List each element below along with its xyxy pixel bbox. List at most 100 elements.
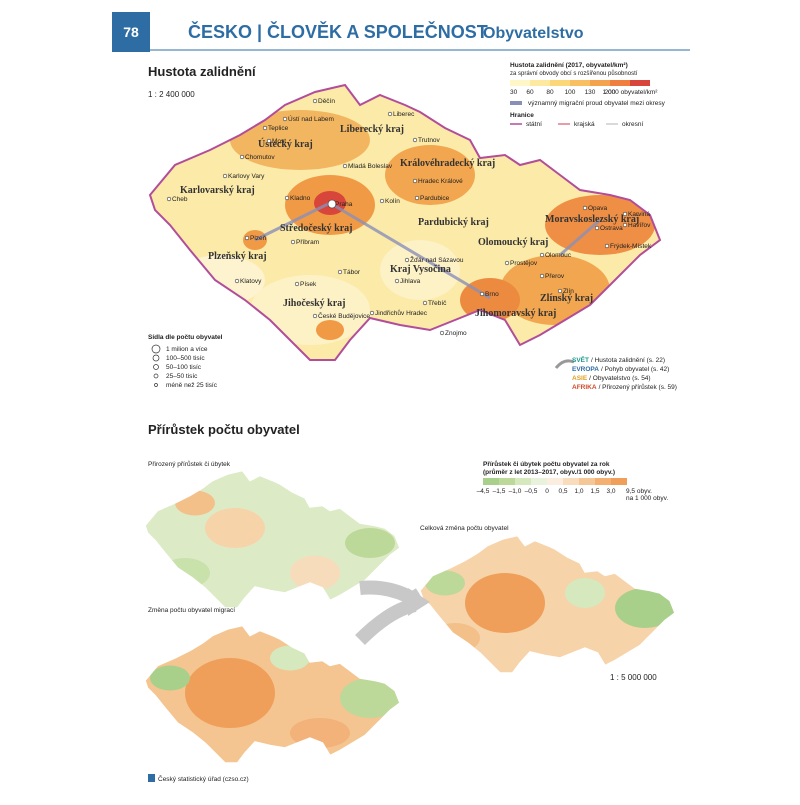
city-label: Žďár nad Sázavou — [410, 255, 464, 264]
city-label: Karlovy Vary — [228, 173, 265, 180]
city-marker — [342, 163, 348, 169]
legend-swatch — [595, 478, 611, 485]
city-label: Cheb — [172, 196, 188, 203]
legend-class: 80 — [546, 89, 554, 96]
city-label: Opava — [588, 205, 608, 212]
region-label: Karlovarský kraj — [180, 185, 255, 196]
city-marker — [327, 199, 337, 209]
cross-references: SVĚT / Hustota zalidnění (s. 22)EVROPA / P… — [554, 355, 677, 391]
legend-swatch — [630, 80, 650, 86]
settlement-label: 25–50 tisíc — [166, 373, 198, 380]
region-label: Liberecký kraj — [340, 124, 404, 135]
page-number-box — [112, 12, 150, 52]
legend-title: Přírůstek či úbytek počtu obyvatel za ro… — [483, 460, 610, 468]
city-marker — [622, 211, 628, 217]
city-marker — [582, 205, 588, 211]
city-label: Plzeň — [250, 235, 267, 242]
region-label: Jihočeský kraj — [283, 298, 346, 309]
cross-ref-label: ASIE — [572, 375, 588, 382]
legend-class: 130 — [585, 89, 596, 96]
chapter-title: ČESKO | ČLOVĚK A SPOLEČNOST — [188, 21, 488, 42]
legend-class: 0 — [545, 488, 549, 495]
city-marker — [312, 98, 318, 104]
city-marker — [539, 252, 545, 258]
legend-swatch — [570, 80, 590, 86]
city-marker — [244, 235, 250, 241]
city-label: Praha — [335, 201, 353, 208]
city-label: Liberec — [393, 111, 415, 118]
legend-swatch — [590, 80, 610, 86]
migration-label: významný migrační proud obyvatel mezi ok… — [528, 100, 666, 107]
city-marker — [312, 313, 318, 319]
city-marker — [387, 111, 393, 117]
legend-class: 0,5 — [558, 488, 567, 495]
map-scale: 1 : 5 000 000 — [610, 673, 657, 682]
city-label: Pardubice — [420, 195, 450, 202]
legend-swatch — [610, 80, 630, 86]
city-label: Hradec Králové — [418, 178, 463, 185]
legend-swatch — [515, 478, 531, 485]
legend-swatch — [579, 478, 595, 485]
city-label: Písek — [300, 281, 317, 288]
city-label: Ostrava — [600, 225, 623, 232]
cross-ref-text: / Pohyb obyvatel (s. 42) — [601, 366, 669, 373]
city-label: Chomutov — [245, 154, 275, 161]
legend-class: 30 — [510, 89, 518, 96]
map-scale: 1 : 2 400 000 — [148, 90, 195, 99]
city-label: Děčín — [318, 98, 335, 105]
region-label: Královéhradecký kraj — [400, 158, 495, 169]
city-label: Tábor — [343, 269, 361, 276]
density-legend: Hustota zalidnění (2017, obyvatel/km²) z… — [510, 62, 666, 128]
region-label: Olomoucký kraj — [478, 237, 548, 248]
legend-class: –0,5 — [525, 488, 538, 495]
city-marker — [369, 310, 375, 316]
city-marker — [294, 281, 300, 287]
legend-subtitle: za správní obvody obcí s rozšířenou půso… — [510, 70, 638, 77]
legend-class: na 1 000 obyv. — [626, 495, 668, 502]
city-label: Jindřichův Hradec — [375, 309, 428, 317]
settlement-title: Sídla dle počtu obyvatel — [148, 334, 223, 341]
city-marker — [290, 239, 296, 245]
region-label: Kraj Vysočina — [390, 264, 451, 275]
region-label: Plzeňský kraj — [208, 251, 267, 262]
region-label: Ústecký kraj — [258, 138, 313, 150]
city-label: Most — [272, 138, 286, 145]
city-marker — [557, 288, 563, 294]
city-marker — [234, 278, 240, 284]
city-label: Olomouc — [545, 252, 572, 259]
settlement-label: 100–500 tisíc — [166, 355, 205, 362]
city-label: Trutnov — [418, 137, 441, 144]
city-marker — [394, 278, 400, 284]
legend-class: 9,5 obyv. — [626, 488, 652, 495]
city-marker — [439, 330, 445, 336]
legend-class: –4,5 — [477, 488, 490, 495]
region-label: Moravskoslezský kraj — [545, 214, 639, 225]
region-label: Zlínský kraj — [540, 293, 593, 304]
city-label: České Budějovice — [318, 311, 370, 320]
city-marker — [262, 125, 268, 131]
city-marker — [412, 178, 418, 184]
legend-swatch — [510, 80, 530, 86]
settlement-legend: Sídla dle počtu obyvatel 1 milion a více… — [148, 334, 223, 389]
city-marker — [539, 273, 545, 279]
city-label: Kolín — [385, 198, 400, 205]
legend-swatch — [563, 478, 579, 485]
legend-title: Hustota zalidnění (2017, obyvatel/km²) — [510, 62, 628, 69]
city-marker — [412, 137, 418, 143]
cross-reference: ASIE / Obyvatelstvo (s. 54) — [572, 375, 651, 382]
city-label: Ústí nad Labem — [288, 114, 334, 123]
cross-reference: SVĚT / Hustota zalidnění (s. 22) — [572, 355, 665, 364]
region-label: Středočeský kraj — [280, 223, 353, 234]
settlement-symbol — [152, 354, 160, 362]
city-label: Třebíč — [428, 300, 447, 307]
region-label: Jihomoravský kraj — [475, 308, 556, 319]
section-title: Obyvatelstvo — [483, 25, 584, 42]
city-marker — [594, 225, 600, 231]
legend-swatch — [483, 478, 499, 485]
cross-ref-label: SVĚT — [572, 355, 589, 364]
city-marker — [404, 257, 410, 263]
legend-class: 100 — [565, 89, 576, 96]
source-icon — [148, 774, 155, 782]
cross-reference: AFRIKA / Přirozený přírůstek (s. 59) — [572, 383, 677, 391]
